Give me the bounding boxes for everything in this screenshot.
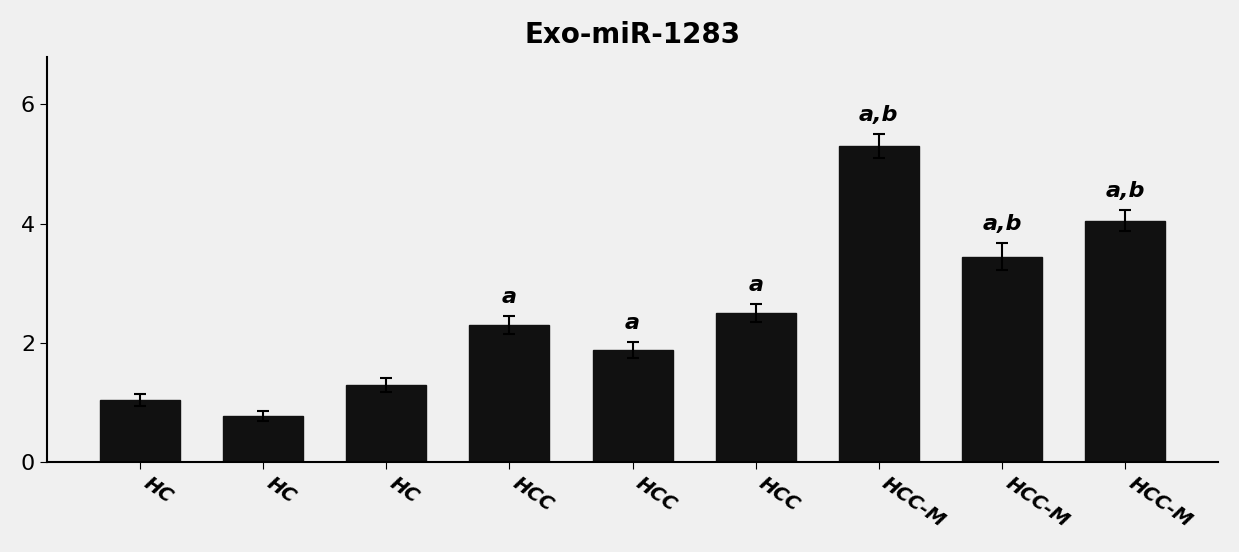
Text: a: a: [502, 287, 517, 307]
Bar: [100, 400, 180, 462]
Bar: [223, 416, 304, 462]
Bar: [592, 350, 673, 462]
Text: a,b: a,b: [983, 215, 1021, 235]
Bar: [1085, 221, 1165, 462]
Text: a: a: [748, 275, 763, 295]
Bar: [716, 313, 795, 462]
Text: a,b: a,b: [859, 105, 898, 125]
Title: Exo-miR-1283: Exo-miR-1283: [524, 21, 741, 49]
Text: a: a: [624, 314, 641, 333]
Bar: [347, 385, 426, 462]
Bar: [961, 257, 1042, 462]
Bar: [839, 146, 919, 462]
Bar: [470, 325, 549, 462]
Text: a,b: a,b: [1105, 181, 1145, 201]
